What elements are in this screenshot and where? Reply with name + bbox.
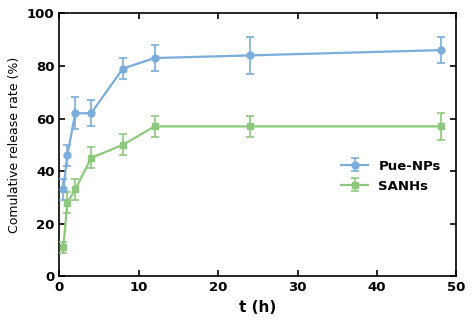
X-axis label: t (h): t (h) [239, 300, 276, 315]
Legend: Pue-NPs, SANHs: Pue-NPs, SANHs [336, 154, 446, 198]
Y-axis label: Comulative release rate (%): Comulative release rate (%) [9, 57, 21, 233]
